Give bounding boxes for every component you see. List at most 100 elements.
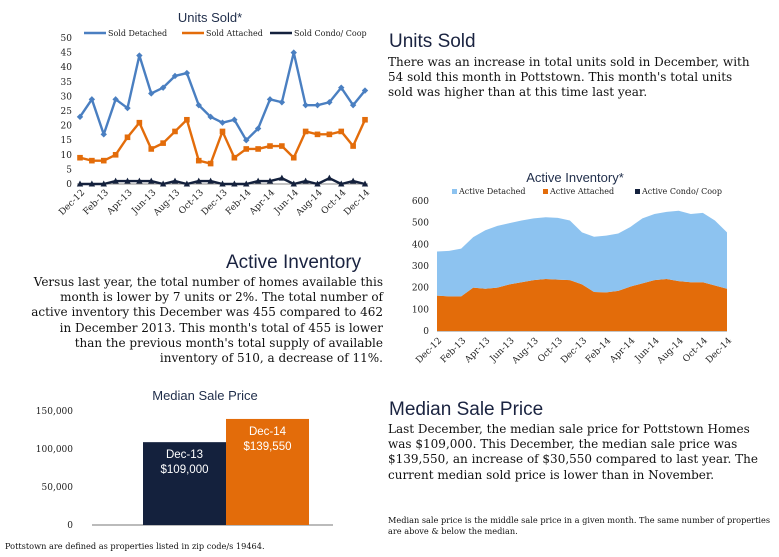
legend-swatch-active-attached (543, 189, 548, 194)
data-point (184, 116, 190, 123)
x-tick-label: Feb-14 (584, 336, 613, 365)
x-tick-label: Aug-14 (655, 336, 686, 367)
y-tick-label: 45 (61, 49, 73, 59)
data-point (159, 84, 167, 91)
bar-dec-13 (143, 442, 226, 525)
data-point (219, 119, 226, 126)
x-tick-label: Aug-13 (151, 188, 182, 219)
median-price-heading: Median Sale Price (389, 399, 544, 420)
active-inventory-heading: Active Inventory (226, 252, 362, 273)
data-point (362, 116, 368, 123)
x-tick-label: Aug-13 (510, 336, 541, 367)
data-point (136, 119, 143, 126)
y-tick-label: 50 (61, 34, 73, 44)
data-point (100, 180, 107, 187)
data-point (207, 113, 214, 121)
data-point (148, 177, 155, 184)
legend-label-sold-condo-coop: Sold Condo/ Coop (294, 29, 367, 38)
zip-code-footnote: Pottstown are defined as properties list… (5, 541, 265, 551)
data-point (350, 143, 356, 149)
data-point (136, 52, 143, 59)
area-active-attached (437, 279, 727, 331)
data-point (231, 154, 238, 161)
x-tick-label: Apr-14 (247, 188, 277, 218)
x-tick-label: Dec-14 (704, 336, 734, 366)
units-sold-heading: Units Sold (389, 31, 476, 52)
x-tick-label: Apr-13 (463, 336, 493, 366)
data-point (302, 128, 309, 135)
legend-label-active-attached: Active Attached (549, 187, 614, 196)
active-inventory-paragraph: Versus last year, the total number of ho… (31, 275, 383, 366)
data-point (290, 154, 297, 161)
data-point (254, 177, 262, 184)
x-tick-label: Feb-13 (82, 188, 111, 217)
y-tick-label: 300 (412, 262, 429, 272)
data-point (76, 113, 84, 121)
data-point (326, 174, 333, 181)
data-point (338, 180, 345, 187)
data-point (124, 104, 131, 112)
data-point (266, 177, 274, 184)
legend-label-sold-attached: Sold Attached (206, 29, 263, 38)
data-point (314, 180, 321, 187)
x-tick-label: Dec-12 (414, 336, 444, 366)
data-point (148, 90, 155, 97)
x-tick-label: Aug-14 (294, 188, 325, 219)
data-point (314, 131, 321, 138)
y-tick-label: 0 (67, 521, 73, 531)
y-tick-label: 0 (66, 180, 72, 190)
y-tick-label: 0 (423, 327, 429, 337)
y-tick-label: 25 (61, 107, 73, 117)
data-point (124, 134, 131, 141)
data-point (349, 177, 357, 184)
data-point (219, 180, 226, 187)
active-inventory-chart-title: Active Inventory* (526, 170, 624, 185)
data-point (326, 131, 333, 138)
bar-value-label: $139,550 (244, 441, 292, 453)
data-point (112, 96, 119, 103)
x-tick-label: Apr-13 (105, 188, 135, 218)
data-point (88, 96, 96, 103)
data-point (361, 180, 369, 187)
data-point (338, 128, 345, 135)
bar-value-label: $109,000 (161, 464, 209, 476)
data-point (279, 143, 285, 149)
data-point (338, 84, 345, 91)
data-point (88, 180, 96, 187)
bar-category-label: Dec-13 (166, 449, 203, 461)
y-tick-label: 5 (66, 165, 72, 175)
data-point (195, 101, 202, 109)
data-point (100, 131, 107, 138)
x-tick-label: Apr-14 (608, 336, 638, 366)
data-point (77, 154, 83, 161)
data-point (172, 128, 178, 135)
x-tick-label: Feb-14 (224, 188, 253, 217)
data-point (136, 177, 143, 184)
data-point (267, 143, 273, 149)
x-tick-label: Dec-12 (57, 188, 87, 218)
data-point (124, 177, 131, 184)
median-price-chart: Median Sale Price 050,000100,000150,000 … (36, 388, 333, 531)
data-point (349, 101, 357, 109)
data-point (266, 96, 274, 103)
y-tick-label: 40 (61, 63, 73, 73)
data-point (361, 87, 369, 94)
median-price-chart-title: Median Sale Price (152, 388, 258, 403)
data-point (255, 146, 261, 152)
active-inventory-series (437, 210, 727, 331)
y-tick-label: 10 (61, 151, 73, 161)
data-point (326, 99, 333, 106)
y-tick-label: 15 (61, 136, 73, 146)
data-point (302, 101, 309, 109)
data-point (219, 128, 226, 135)
data-point (195, 157, 202, 164)
units-sold-legend: Sold Detached Sold Attached Sold Condo/ Co… (84, 29, 367, 38)
data-point (112, 152, 119, 158)
y-tick-label: 30 (61, 92, 73, 102)
data-point (314, 101, 321, 109)
x-tick-label: Dec-14 (342, 188, 372, 218)
legend-swatch-active-detached (452, 189, 457, 194)
units-sold-series (76, 49, 369, 187)
data-point (243, 146, 250, 152)
data-point (160, 140, 166, 146)
